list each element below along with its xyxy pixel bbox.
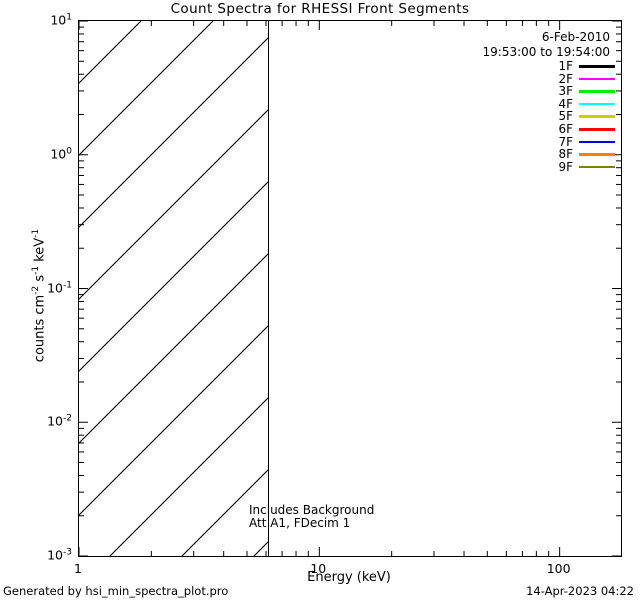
y-axis-title-exp1: -2	[31, 285, 42, 295]
legend-entry-9f[interactable]: 9F	[390, 161, 615, 174]
plot-annotation: Includes Background Att A1, FDecim 1	[249, 504, 374, 530]
legend-entry-label: 2F	[558, 71, 573, 86]
hatch-pattern-icon	[79, 21, 270, 556]
legend-entry-2f[interactable]: 2F	[390, 71, 615, 86]
legend-color-swatch	[579, 77, 615, 81]
legend-entry-label: 7F	[558, 134, 573, 149]
x-tick-label-100: 100	[546, 561, 571, 576]
y-tick-exponent: -3	[63, 547, 72, 558]
legend-entry-1f[interactable]: 1F	[390, 60, 615, 73]
y-axis-title: counts cm-2 s-1 keV-1	[31, 146, 48, 446]
x-axis-title: Energy (keV)	[307, 570, 391, 585]
legend-date: 6-Feb-2010	[541, 30, 610, 44]
legend-color-swatch	[579, 102, 615, 106]
y-tick-mantissa: 10	[50, 146, 67, 162]
legend-entry-label: 8F	[558, 147, 573, 162]
y-axis-title-exp3: -1	[31, 228, 42, 238]
legend-entry-label: 4F	[558, 96, 573, 111]
legend-entry-label: 9F	[558, 159, 573, 174]
legend-entry-label: 1F	[558, 59, 573, 73]
y-tick-mantissa: 10	[47, 547, 64, 563]
hatch-region-right-edge	[268, 21, 270, 556]
x-tick-label-1: 1	[74, 561, 82, 576]
plot-title: Count Spectra for RHESSI Front Segments	[170, 1, 470, 17]
legend-entry-5f[interactable]: 5F	[390, 110, 615, 123]
annotation-line-2: Att A1, FDecim 1	[249, 516, 351, 530]
hatched-region	[79, 21, 270, 556]
legend-entry-8f[interactable]: 8F	[390, 148, 615, 161]
legend-color-swatch	[579, 90, 615, 93]
y-tick-mantissa: 10	[47, 280, 64, 295]
y-tick-mantissa: 10	[50, 12, 67, 28]
y-tick-mantissa: 10	[47, 413, 64, 429]
annotation-line-1: Includes Background	[249, 503, 375, 517]
y-axis-title-mid1: s	[32, 274, 48, 286]
y-tick-exponent: -2	[63, 413, 72, 424]
footer-generated-by: Generated by hsi_min_spectra_plot.pro	[3, 584, 229, 598]
x-tick-label-10: 10	[310, 561, 327, 576]
legend-entries: 1F 2F 3F 4F 5F 6F 7F 8F 9F	[390, 60, 615, 173]
footer-timestamp: 14-Apr-2023 04:22	[526, 584, 634, 598]
legend-color-swatch	[579, 128, 615, 131]
legend-entry-7f[interactable]: 7F	[390, 134, 615, 149]
legend-entry-6f[interactable]: 6F	[390, 123, 615, 136]
y-tick-exponent: 0	[66, 146, 72, 157]
y-tick-label-1e-3: 10-3	[47, 548, 72, 563]
legend-entry-4f[interactable]: 4F	[390, 98, 615, 111]
y-tick-label-1e0: 100	[50, 146, 72, 161]
y-tick-label-1e-1: 10-1	[47, 280, 72, 295]
y-tick-label-1e-2: 10-2	[47, 414, 72, 429]
legend-color-swatch	[579, 165, 615, 169]
y-axis-title-base: counts cm	[32, 294, 48, 363]
legend-color-swatch	[579, 153, 615, 156]
legend-entry-label: 5F	[558, 109, 573, 124]
y-tick-exponent: 1	[66, 12, 72, 23]
y-tick-exponent: -1	[63, 279, 72, 290]
y-axis-title-exp2: -1	[31, 265, 42, 275]
y-tick-label-1e1: 101	[50, 13, 72, 28]
plot-data-area: Includes Background Att A1, FDecim 1	[79, 21, 621, 556]
legend-color-swatch	[579, 140, 615, 144]
plot-frame: Includes Background Att A1, FDecim 1	[78, 20, 622, 557]
legend-color-swatch	[579, 65, 615, 68]
legend-entry-label: 6F	[558, 121, 573, 136]
legend-color-swatch	[579, 115, 615, 118]
y-axis-title-mid2: keV	[32, 237, 48, 266]
legend: 6-Feb-2010 19:53:00 to 19:54:00 1F 2F 3F 4F…	[390, 30, 615, 173]
legend-entry-label: 3F	[558, 84, 573, 99]
legend-time-range: 19:53:00 to 19:54:00	[482, 44, 610, 59]
legend-entry-3f[interactable]: 3F	[390, 85, 615, 98]
